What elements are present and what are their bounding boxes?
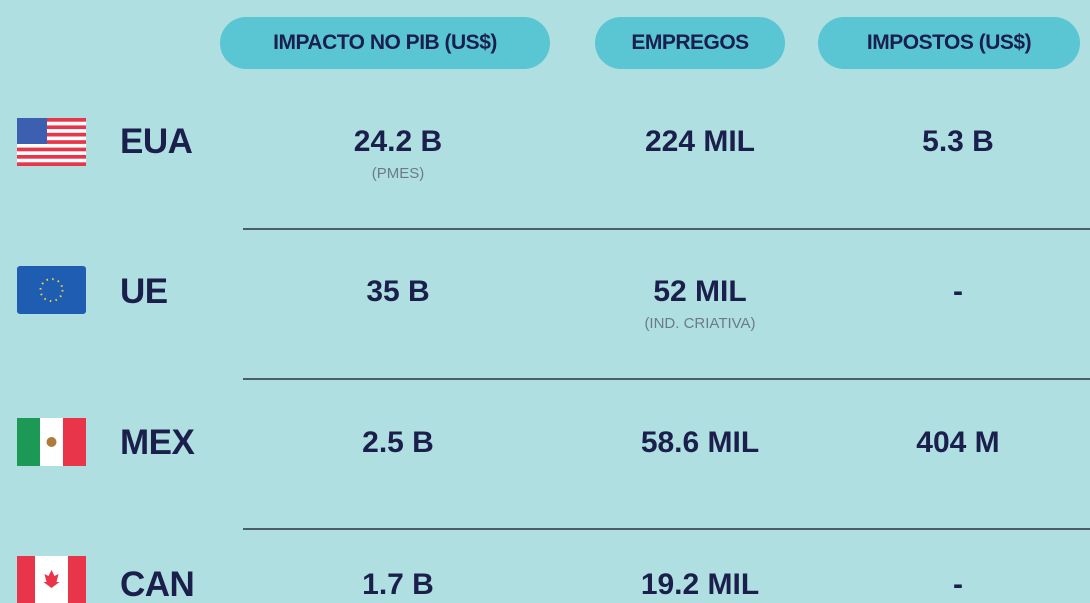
header-pill: IMPACTO NO PIB (US$) (220, 17, 550, 69)
cell-note: (PMES) (371, 165, 425, 182)
country-name: MEX (120, 423, 195, 462)
cell-value: - (953, 568, 963, 601)
cell-value: - (953, 275, 963, 308)
cell-value: 1.7 B (362, 568, 434, 601)
flag-mexico (17, 418, 86, 466)
cell-value: 52 MIL (653, 275, 747, 308)
flag-eu (17, 266, 86, 314)
row-separator (243, 528, 1090, 530)
flag-usa (17, 118, 86, 166)
cell-value: 24.2 B (353, 125, 443, 158)
header-pill: IMPOSTOS (US$) (818, 17, 1080, 69)
cell-value: 404 M (916, 426, 1000, 459)
row-separator (243, 378, 1090, 380)
country-name: UE (120, 272, 168, 311)
country-name: EUA (120, 122, 193, 161)
cell-value: 224 MIL (644, 125, 756, 158)
cell-note: (IND. CRIATIVA) (644, 315, 756, 332)
cell-value: 5.3 B (922, 125, 994, 158)
cell-value: 19.2 MIL (640, 568, 760, 601)
flag-canada (17, 556, 86, 603)
country-name: CAN (120, 565, 195, 603)
header-pill: EMPREGOS (595, 17, 785, 69)
cell-value: 35 B (366, 275, 430, 308)
cell-value: 2.5 B (362, 426, 434, 459)
row-separator (243, 228, 1090, 230)
cell-value: 58.6 MIL (640, 426, 760, 459)
